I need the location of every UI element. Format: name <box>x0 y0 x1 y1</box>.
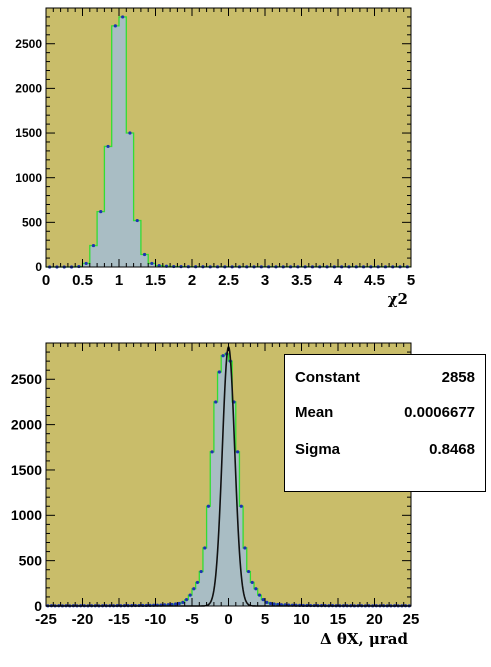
data-point <box>173 602 178 606</box>
data-point <box>254 587 258 591</box>
x-tick-label: -10 <box>145 611 167 628</box>
x-tick-label: 20 <box>366 611 383 628</box>
y-tick-label: 500 <box>19 553 43 569</box>
data-point <box>184 598 189 602</box>
x-tick-label: -15 <box>108 611 130 628</box>
x-tick-label: 3 <box>261 272 269 289</box>
histogram-fill-2 <box>46 353 411 606</box>
y-tick-label: 1000 <box>15 171 42 185</box>
data-point <box>177 601 181 606</box>
x-tick-label: 2 <box>188 272 196 289</box>
data-point <box>106 144 110 149</box>
y-tick-label: 2500 <box>15 37 42 51</box>
y-tick-label: 2000 <box>15 82 42 96</box>
data-point <box>239 504 243 508</box>
data-point <box>121 15 125 19</box>
x-tick-label: 4 <box>334 272 343 289</box>
data-point <box>265 600 269 604</box>
data-point <box>257 593 262 597</box>
stat-value-constant: 2858 <box>441 369 475 386</box>
x-tick-label: 4.5 <box>364 272 385 289</box>
data-point <box>221 354 225 358</box>
x-tick-label: 25 <box>403 611 420 628</box>
stat-value-mean: 0.0006677 <box>404 404 475 421</box>
data-point <box>214 400 218 404</box>
stat-row-mean: Mean 0.0006677 <box>295 404 475 421</box>
data-point <box>261 598 265 602</box>
data-point <box>91 243 96 248</box>
x-tick-label: 0.5 <box>72 272 93 289</box>
y-tick-label: 1500 <box>15 126 42 140</box>
data-point <box>150 261 154 266</box>
y-tick-label: 0 <box>34 598 42 614</box>
data-point <box>188 593 192 597</box>
x-tick-label: -5 <box>185 611 198 628</box>
x-tick-label: 5 <box>407 272 415 289</box>
x-tick-label: -20 <box>72 611 94 628</box>
x-tick-label: 1 <box>115 272 123 289</box>
x-tick-label: -25 <box>35 611 57 628</box>
x-tick-label: 5 <box>261 611 269 628</box>
data-point <box>128 131 132 135</box>
x-axis-title-1: χ2 <box>388 290 408 308</box>
data-point <box>99 210 103 214</box>
x-tick-label: 15 <box>330 611 347 628</box>
data-point <box>203 546 207 550</box>
x-tick-label: 0 <box>42 272 50 289</box>
data-point <box>206 504 211 508</box>
data-point <box>135 218 139 223</box>
data-point <box>250 580 254 585</box>
data-point <box>268 601 273 606</box>
y-tick-label: 2500 <box>11 371 42 387</box>
y-tick-label: 500 <box>22 216 42 230</box>
panel-1: 0 0.5 1 1.5 2 2.5 3 3.5 4 4.5 5 0 500 1000 1500 2000 250… <box>15 7 415 308</box>
data-point <box>181 600 185 604</box>
x-tick-label: 2.5 <box>218 272 239 289</box>
data-point <box>272 602 276 606</box>
data-point <box>192 587 196 591</box>
stat-label-mean: Mean <box>295 404 334 421</box>
data-point <box>195 580 200 585</box>
stat-label-constant: Constant <box>295 369 360 386</box>
data-point <box>243 546 247 550</box>
y-tick-label: 2000 <box>11 417 42 433</box>
x-tick-label: 3.5 <box>291 272 312 289</box>
x-tick-label: 0 <box>224 611 232 628</box>
data-point <box>236 450 240 454</box>
data-point <box>142 252 147 257</box>
stat-value-sigma: 0.8468 <box>429 441 475 458</box>
data-point <box>157 264 161 268</box>
stat-label-sigma: Sigma <box>295 441 341 458</box>
x-tick-label: 1.5 <box>145 272 166 289</box>
data-point <box>199 569 203 574</box>
data-point <box>217 370 221 374</box>
data-point <box>210 450 214 454</box>
x-tick-label: 10 <box>293 611 310 628</box>
fit-stats-box: Constant 2858 Mean 0.0006677 Sigma 0.846… <box>284 354 486 492</box>
histogram-fill-1 <box>46 16 411 268</box>
y-tick-label: 1500 <box>11 462 42 478</box>
data-point <box>246 569 251 574</box>
x-axis-title-2: Δ θX, μrad <box>320 630 409 648</box>
y-tick-label: 0 <box>35 260 42 274</box>
y-tick-label: 1000 <box>11 507 42 523</box>
data-point <box>113 24 117 28</box>
stat-row-sigma: Sigma 0.8468 <box>295 441 475 458</box>
data-point <box>84 261 88 266</box>
stat-row-constant: Constant 2858 <box>295 369 475 386</box>
